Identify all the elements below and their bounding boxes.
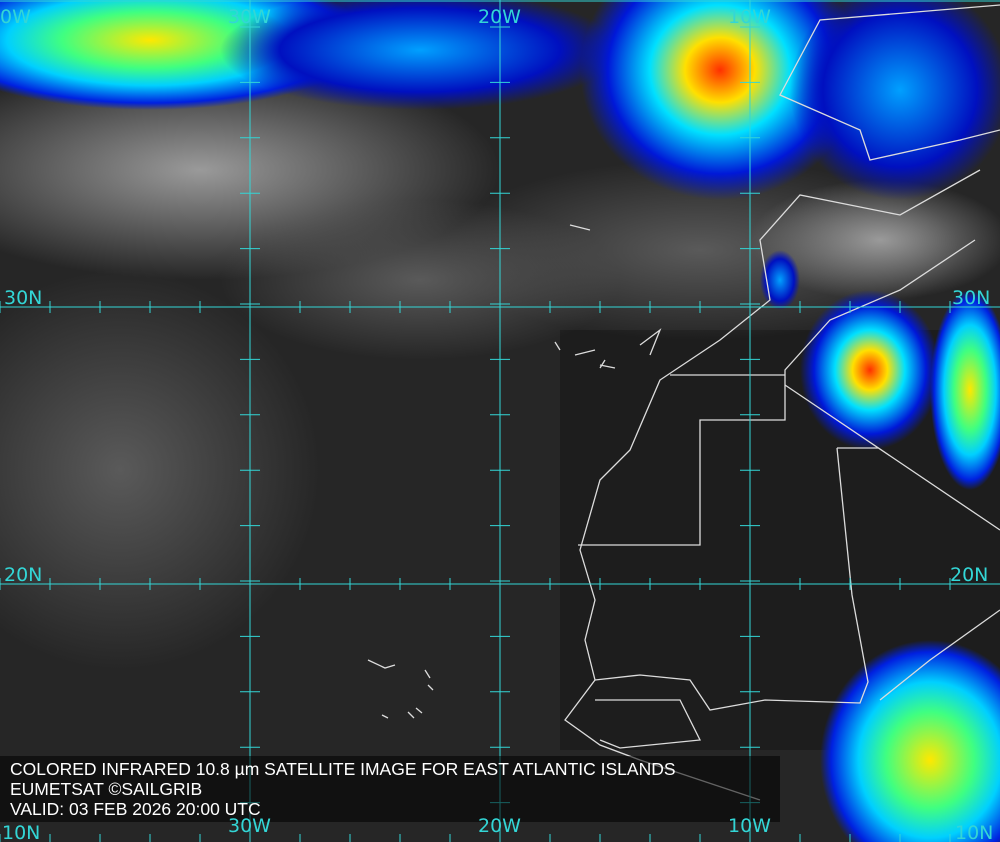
left-label-30n: 30N	[4, 287, 43, 309]
right-label-30n: 30N	[952, 287, 991, 309]
caption-valid-time: VALID: 03 FEB 2026 20:00 UTC	[10, 799, 261, 819]
caption-box: COLORED INFRARED 10.8 µm SATELLITE IMAGE…	[0, 756, 780, 822]
bottom-label-10n-left: 10N	[2, 822, 41, 842]
bottom-label-20w: 20W	[478, 815, 521, 837]
caption-credit: EUMETSAT ©SAILGRIB	[10, 779, 203, 799]
bottom-label-10n-right: 10N	[955, 822, 994, 842]
caption-title: COLORED INFRARED 10.8 µm SATELLITE IMAGE…	[10, 759, 676, 779]
right-label-20n: 20N	[950, 564, 989, 586]
coastline	[367, 4, 1000, 801]
top-label-30w: 30W	[228, 6, 271, 28]
left-label-20n: 20N	[4, 564, 43, 586]
top-label-20w: 20W	[478, 6, 521, 28]
top-label-40w: 0W	[0, 6, 31, 28]
bottom-label-10w: 10W	[728, 815, 771, 837]
bottom-label-30w: 30W	[228, 815, 271, 837]
top-label-10w: 10W	[728, 6, 771, 28]
